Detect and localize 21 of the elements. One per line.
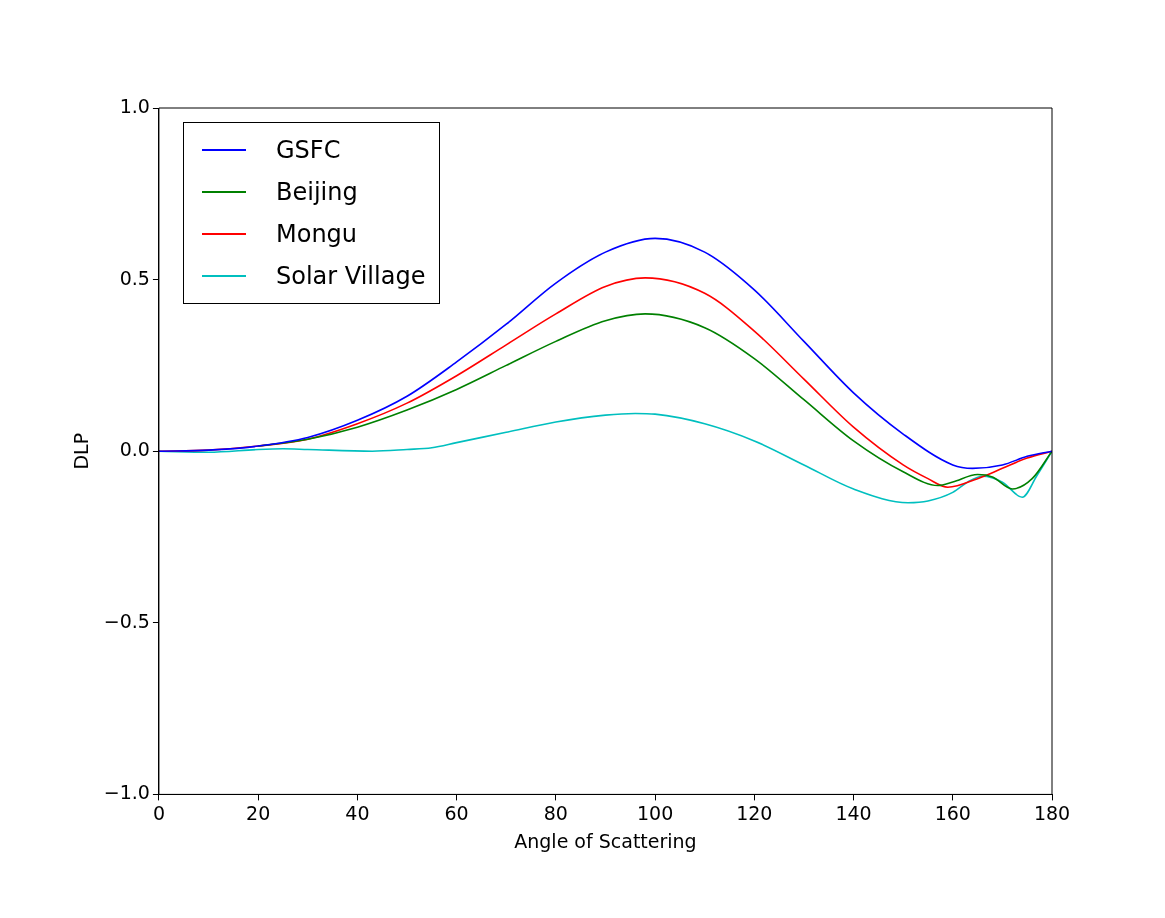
x-tick-label: 80: [543, 801, 568, 824]
x-tick-label: 100: [636, 801, 674, 824]
x-tick-label: 60: [444, 801, 469, 824]
legend-label: Beijing: [276, 178, 358, 206]
x-tick-label: 180: [1033, 801, 1071, 824]
x-tick-label: 140: [835, 801, 872, 824]
y-tick-label: −0.5: [103, 609, 150, 632]
y-tick-label: 1.0: [119, 94, 150, 117]
y-tick-label: 0.5: [119, 266, 150, 289]
x-tick-label: 160: [934, 801, 971, 824]
y-tick-label: −1.0: [103, 781, 150, 804]
x-axis-title: Angle of Scattering: [514, 829, 697, 852]
y-axis-title: DLP: [70, 432, 93, 470]
x-tick-label: 0: [152, 801, 165, 824]
x-tick-label: 40: [345, 801, 370, 824]
legend-label: Mongu: [276, 220, 358, 248]
legend-label: GSFC: [276, 136, 341, 164]
x-tick-label: 20: [246, 801, 271, 824]
x-tick-label: 120: [736, 801, 773, 824]
legend-label: Solar Village: [276, 262, 426, 290]
y-tick-label: 0.0: [119, 438, 150, 461]
